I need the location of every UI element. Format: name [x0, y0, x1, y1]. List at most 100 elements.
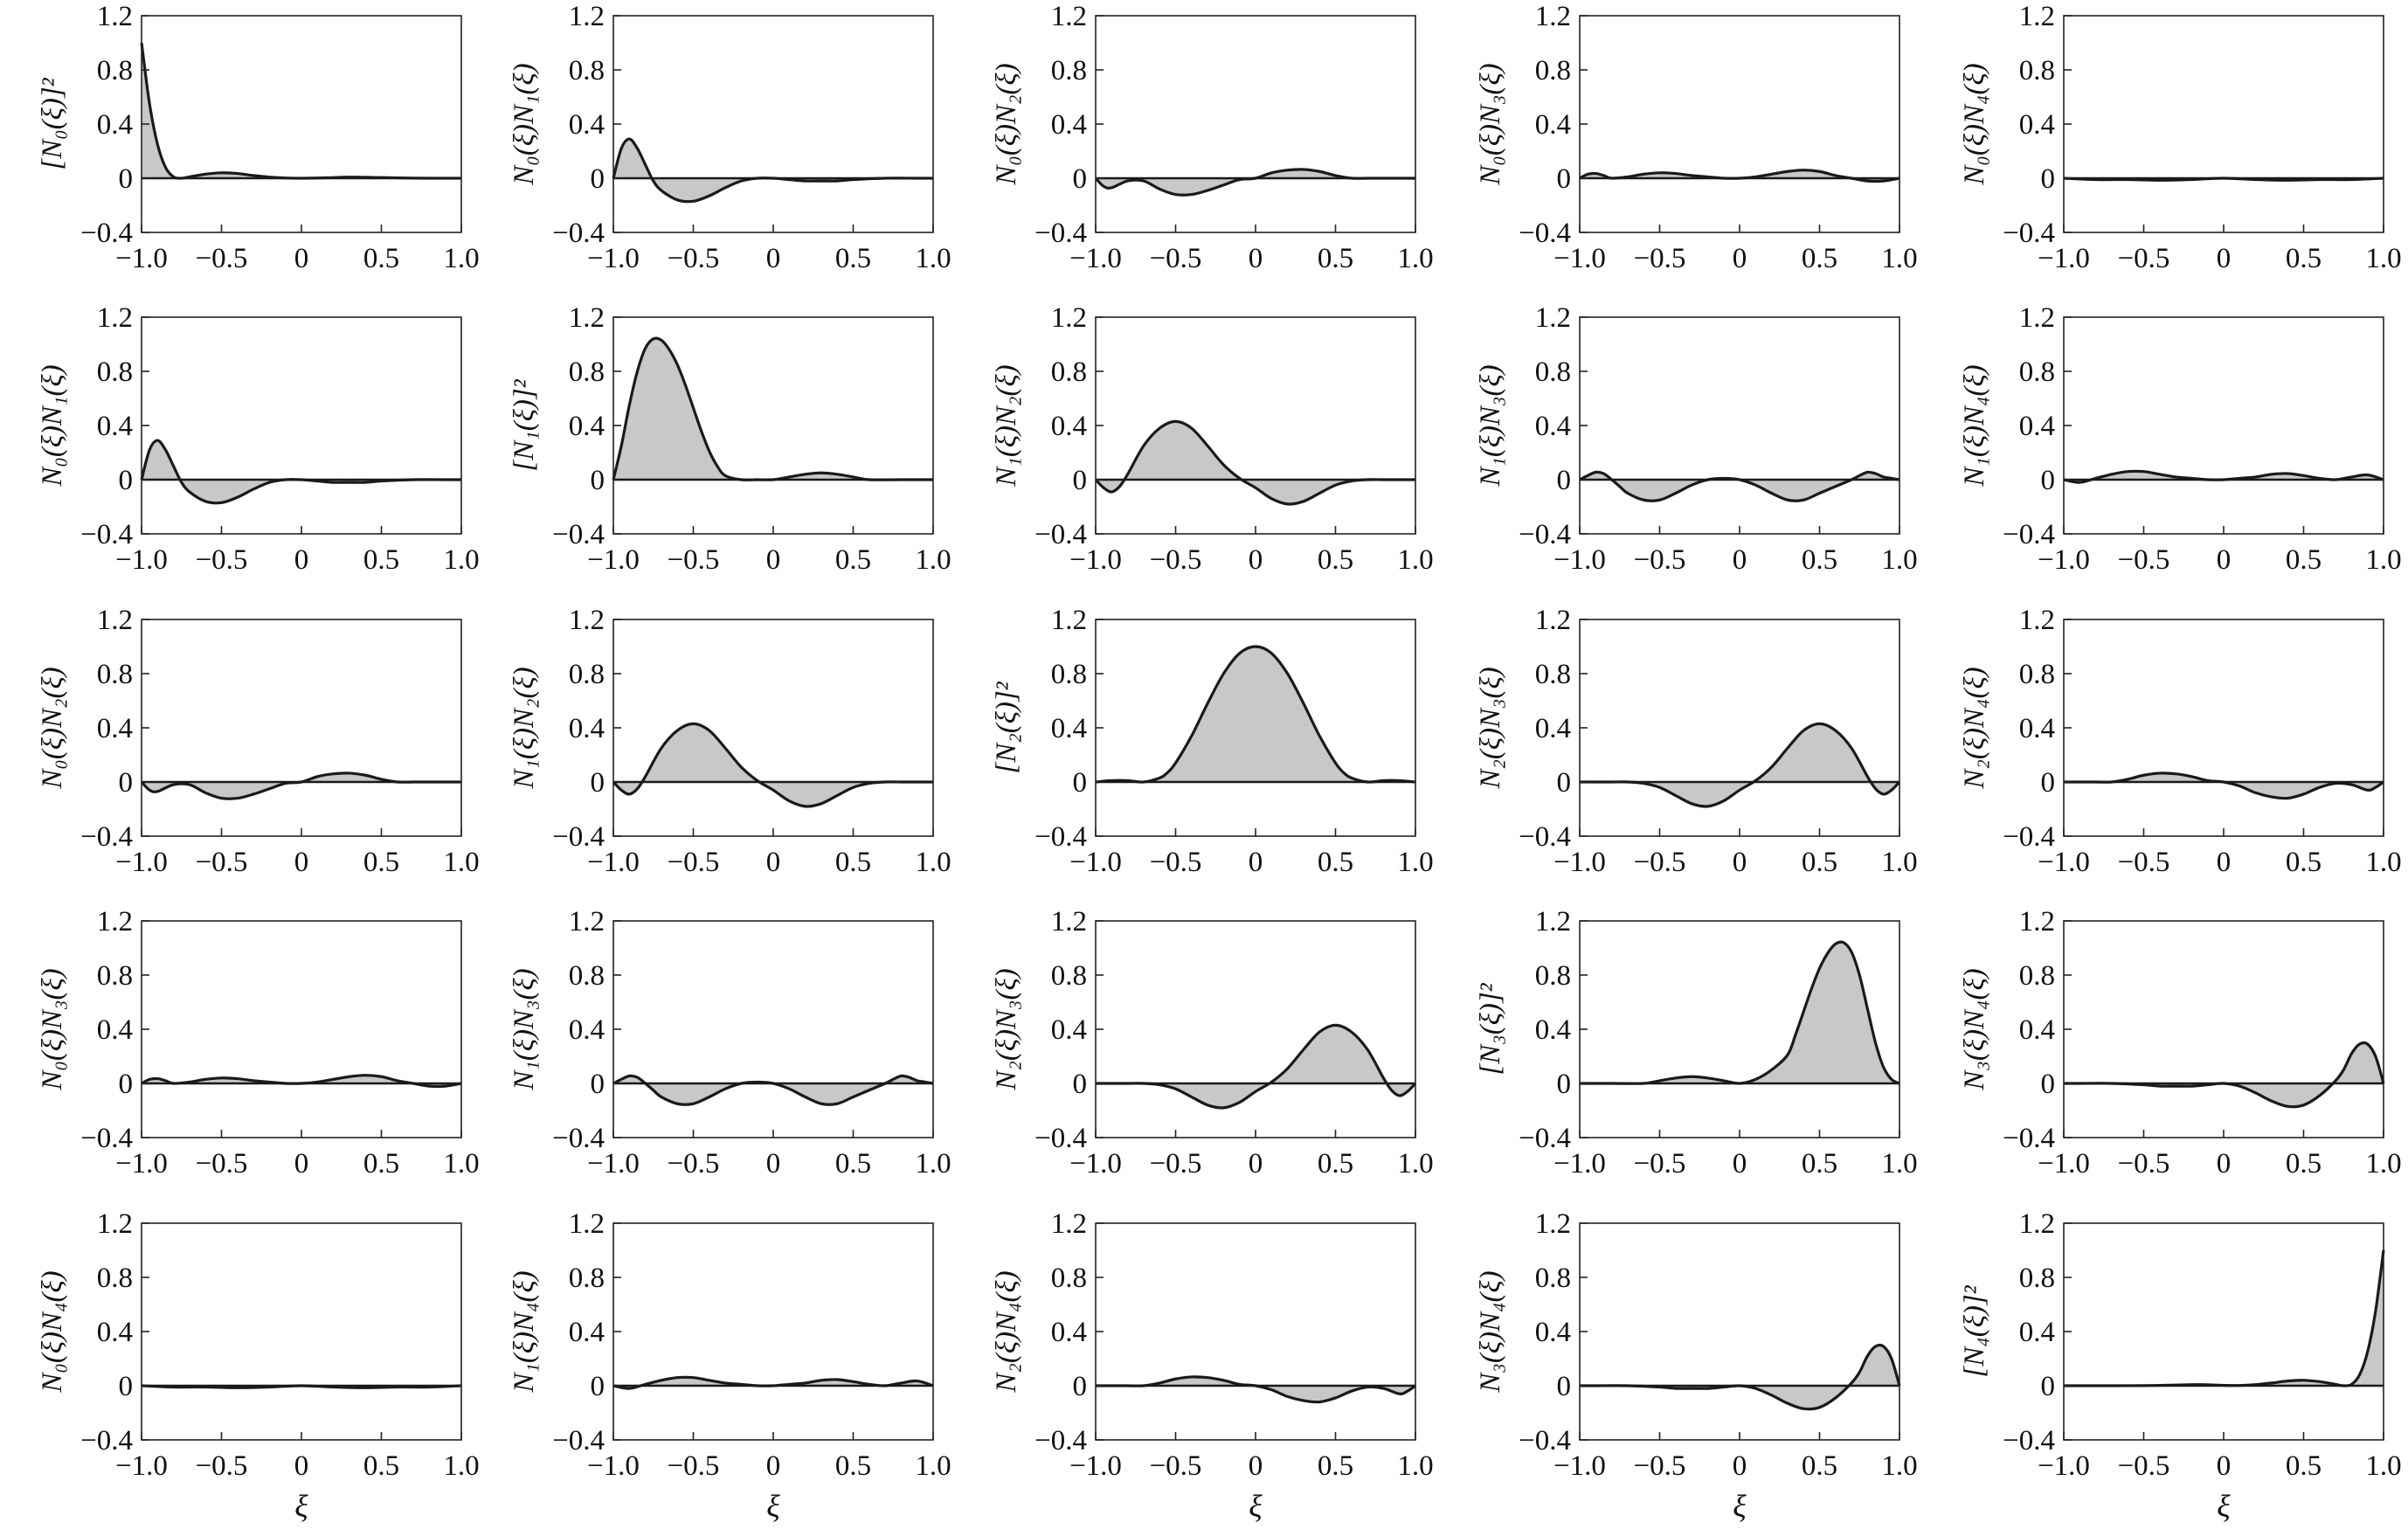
area-fill — [142, 440, 461, 503]
series-line — [2064, 771, 2384, 800]
y-tick-label: 1.2 — [2019, 605, 2055, 636]
y-tick-label: 0.8 — [97, 960, 133, 992]
area-fill — [1580, 723, 1899, 807]
x-tick-label: 1.0 — [443, 1450, 479, 1482]
y-tick-label: 1.2 — [97, 1, 133, 32]
y-tick-label: −0.4 — [2003, 519, 2055, 550]
y-tick-label: 0.4 — [1535, 109, 1571, 141]
area-fill — [1096, 647, 1415, 783]
x-tick-label: −1.0 — [115, 847, 168, 878]
series-line — [612, 137, 933, 204]
x-tick-label: 0 — [2217, 847, 2232, 878]
y-axis-label: N₁(ξ)N₄(ξ) — [509, 1270, 540, 1393]
y-tick-label: 1.2 — [1051, 302, 1087, 334]
y-tick-label: 0.4 — [1535, 713, 1571, 744]
x-tick-label: −1.0 — [115, 243, 168, 274]
y-tick-label: 0.4 — [1535, 411, 1571, 442]
plot-frame — [1095, 1222, 1416, 1441]
x-tick-label: 1.0 — [1881, 243, 1917, 274]
series-line — [2064, 1249, 2385, 1387]
x-tick-label: −1.0 — [587, 847, 640, 878]
x-tick-label: 1.0 — [443, 847, 479, 878]
subplot-r4-c1: −0.4 0 0.4 0.8 1.2 −1.0 −0.5 0 0.5 1.0 N₁(ξ)N₄(ξ) ξ — [509, 1208, 951, 1524]
subplot-r1-c3: −0.4 0 0.4 0.8 1.2 −1.0 −0.5 0 0.5 1.0 N₁(ξ)N₃(ξ) — [1475, 302, 1918, 576]
y-tick-label: 0 — [1557, 767, 1572, 799]
x-tick-label: 1.0 — [915, 1148, 951, 1180]
y-tick-label: 0.4 — [97, 713, 133, 744]
y-tick-label: 0.8 — [1535, 1263, 1571, 1294]
y-tick-label: −0.4 — [1519, 821, 1571, 853]
x-tick-label: 0.5 — [1318, 1450, 1353, 1482]
y-tick-label: 1.2 — [2019, 302, 2055, 334]
x-tick-label: 0.5 — [363, 544, 399, 576]
y-tick-label: 0.8 — [1535, 659, 1571, 690]
x-tick-label: −1.0 — [1069, 544, 1122, 576]
plot-frame — [612, 619, 934, 837]
y-tick-label: 1.2 — [97, 605, 133, 636]
x-axis-label: ξ — [1249, 1489, 1263, 1524]
y-tick-label: 1.2 — [1051, 1208, 1087, 1240]
y-tick-label: 0 — [591, 1371, 605, 1402]
area-fill — [2064, 1250, 2384, 1387]
y-tick-label: 0.8 — [1535, 356, 1571, 388]
series-line — [1096, 1375, 1416, 1404]
y-tick-label: 0.8 — [2019, 960, 2055, 992]
series-line — [1580, 722, 1901, 808]
subplot-r4-c4: −0.4 0 0.4 0.8 1.2 −1.0 −0.5 0 0.5 1.0 [N₄(ξ)]² ξ — [1959, 1208, 2402, 1524]
y-tick-label: 0 — [119, 1371, 134, 1402]
y-tick-label: −0.4 — [2003, 821, 2055, 853]
y-tick-label: 0 — [2041, 1069, 2056, 1100]
x-tick-label: 1.0 — [1881, 1450, 1917, 1482]
y-tick-label: −0.4 — [80, 1123, 133, 1154]
subplot-r1-c4: −0.4 0 0.4 0.8 1.2 −1.0 −0.5 0 0.5 1.0 N₁(ξ)N₄(ξ) — [1959, 302, 2402, 576]
x-tick-label: 1.0 — [915, 544, 951, 576]
plot-frame — [141, 15, 462, 233]
area-fill — [2064, 1042, 2384, 1107]
x-tick-label: 0.5 — [1318, 544, 1353, 576]
plot-frame — [2063, 316, 2384, 535]
y-tick-label: 0 — [1073, 767, 1088, 799]
y-tick-label: 0 — [2041, 465, 2056, 496]
y-axis-label: N₃(ξ)N₄(ξ) — [1475, 1270, 1506, 1393]
x-tick-label: −0.5 — [1634, 847, 1686, 878]
y-tick-label: 0.4 — [569, 1014, 605, 1046]
series-line — [141, 1074, 462, 1089]
x-tick-label: 0.5 — [363, 1450, 399, 1482]
x-tick-label: 0 — [294, 1450, 309, 1482]
x-tick-label: 0 — [766, 544, 781, 576]
y-tick-label: 1.2 — [1051, 906, 1087, 938]
y-axis-label: [N₂(ξ)]² — [991, 681, 1022, 773]
x-tick-label: −0.5 — [1150, 847, 1202, 878]
y-tick-label: −0.4 — [2003, 1123, 2055, 1154]
x-tick-label: 0 — [1733, 243, 1747, 274]
x-tick-label: 0 — [1249, 1148, 1263, 1180]
y-tick-label: −0.4 — [1034, 1425, 1087, 1456]
y-tick-label: −0.4 — [1034, 1123, 1087, 1154]
x-tick-label: 0 — [294, 243, 309, 274]
area-fill — [1096, 1376, 1415, 1402]
series-line — [1580, 940, 1900, 1085]
series-line — [612, 1375, 934, 1390]
y-axis-label: N₀(ξ)N₄(ξ) — [37, 1270, 68, 1393]
plot-frame — [141, 920, 462, 1138]
y-tick-label: 0.4 — [97, 411, 133, 442]
y-tick-label: −0.4 — [1034, 821, 1087, 853]
subplot-r3-c3: −0.4 0 0.4 0.8 1.2 −1.0 −0.5 0 0.5 1.0 [N₃(ξ)]² — [1475, 906, 1918, 1180]
subplot-r1-c0: −0.4 0 0.4 0.8 1.2 −1.0 −0.5 0 0.5 1.0 N₀(ξ)N₁(ξ) — [37, 302, 480, 576]
x-tick-label: −0.5 — [1150, 1148, 1202, 1180]
subplot-r1-c1: −0.4 0 0.4 0.8 1.2 −1.0 −0.5 0 0.5 1.0 [N₁(ξ)]² — [509, 302, 951, 576]
y-tick-label: −0.4 — [552, 1425, 605, 1456]
x-tick-label: 0 — [766, 1148, 781, 1180]
y-tick-label: 0 — [119, 163, 134, 195]
y-tick-label: −0.4 — [80, 1425, 133, 1456]
series-line — [2064, 1041, 2385, 1109]
x-tick-label: −1.0 — [587, 544, 640, 576]
y-tick-label: 0.4 — [97, 1014, 133, 1046]
x-tick-label: 0.5 — [2286, 1450, 2322, 1482]
x-tick-label: −0.5 — [1634, 544, 1686, 576]
plot-frame — [1579, 15, 1900, 233]
series-line — [612, 1074, 934, 1106]
y-tick-label: −0.4 — [552, 821, 605, 853]
y-tick-label: 0 — [1073, 1371, 1088, 1402]
y-axis-label: N₂(ξ)N₃(ξ) — [1475, 667, 1506, 789]
